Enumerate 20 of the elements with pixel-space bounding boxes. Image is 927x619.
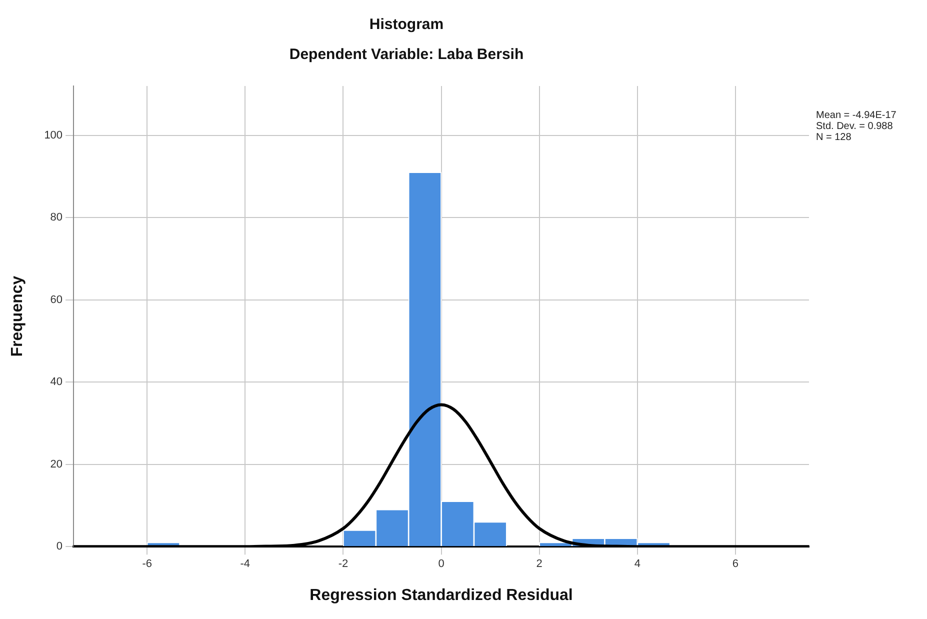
- x-tick-label: 6: [732, 558, 739, 570]
- text: Mean = -4.94E-17: [816, 110, 896, 121]
- x-tick-label: 2: [536, 558, 542, 570]
- y-tick-label: 100: [44, 129, 63, 142]
- x-tick-label: 4: [634, 558, 640, 570]
- y-tick-label: 80: [50, 212, 63, 224]
- y-tick-label: 60: [50, 294, 63, 306]
- text: N = 128: [816, 132, 852, 143]
- x-tick-label: -2: [338, 558, 348, 570]
- x-axis-title: Regression Standardized Residual: [310, 586, 573, 604]
- x-tick-label: -4: [240, 558, 250, 570]
- y-tick-label: 0: [56, 540, 63, 553]
- y-tick-label: 20: [50, 458, 63, 470]
- chart-subtitle: Dependent Variable: Laba Bersih: [289, 46, 524, 64]
- x-tick-label: -6: [142, 558, 152, 570]
- y-axis-title: Frequency: [9, 276, 26, 357]
- chart-title: Histogram: [369, 16, 444, 34]
- x-tick-label: 0: [438, 558, 444, 570]
- text: Std. Dev. = 0.988: [816, 121, 894, 132]
- y-tick-label: 40: [50, 376, 63, 388]
